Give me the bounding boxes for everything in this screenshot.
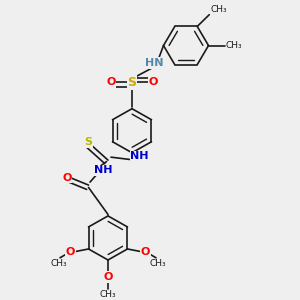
Text: HN: HN — [145, 58, 164, 68]
Text: NH: NH — [130, 151, 149, 161]
Text: O: O — [141, 247, 150, 257]
Text: S: S — [128, 76, 136, 89]
Text: CH₃: CH₃ — [100, 290, 116, 299]
Text: CH₃: CH₃ — [149, 259, 166, 268]
Text: NH: NH — [94, 165, 113, 176]
Text: O: O — [62, 173, 72, 183]
Text: CH₃: CH₃ — [226, 41, 242, 50]
Text: CH₃: CH₃ — [210, 5, 227, 14]
Text: S: S — [85, 137, 92, 148]
Text: O: O — [106, 77, 116, 87]
Text: O: O — [103, 272, 113, 282]
Text: O: O — [148, 77, 158, 87]
Text: O: O — [66, 247, 75, 257]
Text: CH₃: CH₃ — [50, 259, 67, 268]
